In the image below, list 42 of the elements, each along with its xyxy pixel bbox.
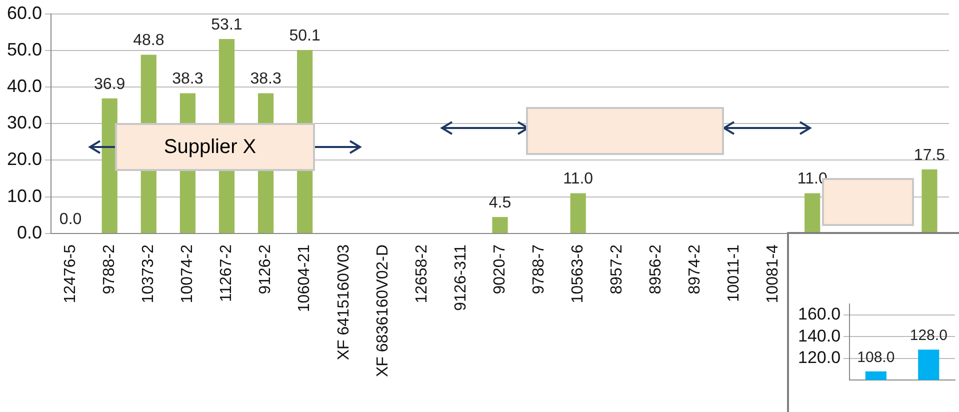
- data-label: 11.0: [563, 170, 594, 188]
- data-label: 38.3: [250, 70, 282, 88]
- x-tick-label: XF 6415160V03: [335, 244, 352, 360]
- y-tick-label: 30.0: [6, 112, 42, 133]
- data-label: 38.3: [172, 70, 204, 88]
- x-tick-label: 8957-2: [608, 244, 626, 294]
- y-tick-label: 0.0: [17, 222, 42, 242]
- x-tick-label: 9788-2: [101, 244, 118, 294]
- x-tick-label: 10563-6: [570, 244, 587, 304]
- data-label: 17.5: [914, 146, 946, 164]
- y-tick-label: 60.0: [6, 2, 42, 23]
- x-tick-label: XF 6836160V02-D: [374, 244, 392, 377]
- x-tick-label: 8974-2: [686, 244, 704, 294]
- x-tick-label: 11267-2: [218, 244, 236, 302]
- x-tick-label: 10011-1: [726, 244, 743, 302]
- x-tick-label: 8956-2: [648, 244, 665, 294]
- annotation: Supplier X: [162, 134, 258, 160]
- data-label: 108.0: [857, 348, 895, 366]
- data-label: 0.0: [59, 210, 82, 228]
- x-tick-label: 9020-7: [491, 244, 508, 294]
- y-tick-label: 120.0: [798, 348, 841, 367]
- x-tick-label: 9788-7: [530, 244, 548, 294]
- x-tick-label: 9126-2: [257, 244, 274, 294]
- data-label: 53.1: [211, 16, 242, 34]
- data-label: 4.5: [488, 194, 512, 212]
- y-tick-label: 40.0: [6, 76, 42, 96]
- y-tick-label: 20.0: [6, 149, 42, 170]
- x-tick-label: 10081-4: [764, 244, 782, 304]
- x-tick-label: 9126-311: [452, 244, 470, 311]
- x-tick-label: 12658-2: [413, 244, 430, 304]
- x-tick-label: 10373-2: [140, 244, 158, 304]
- data-label: 128.0: [910, 327, 948, 344]
- x-tick-label: 12476-5: [62, 244, 79, 304]
- y-tick-label: 10.0: [6, 186, 42, 206]
- x-tick-label: 10074-2: [179, 244, 196, 304]
- data-label: 48.8: [133, 32, 164, 50]
- y-tick-label: 50.0: [6, 39, 42, 60]
- x-tick-label: 10604-21: [296, 244, 314, 312]
- y-tick-label: 160.0: [798, 304, 841, 324]
- data-label: 50.1: [289, 27, 320, 44]
- y-tick-label: 140.0: [798, 326, 841, 346]
- data-label: 36.9: [94, 76, 126, 93]
